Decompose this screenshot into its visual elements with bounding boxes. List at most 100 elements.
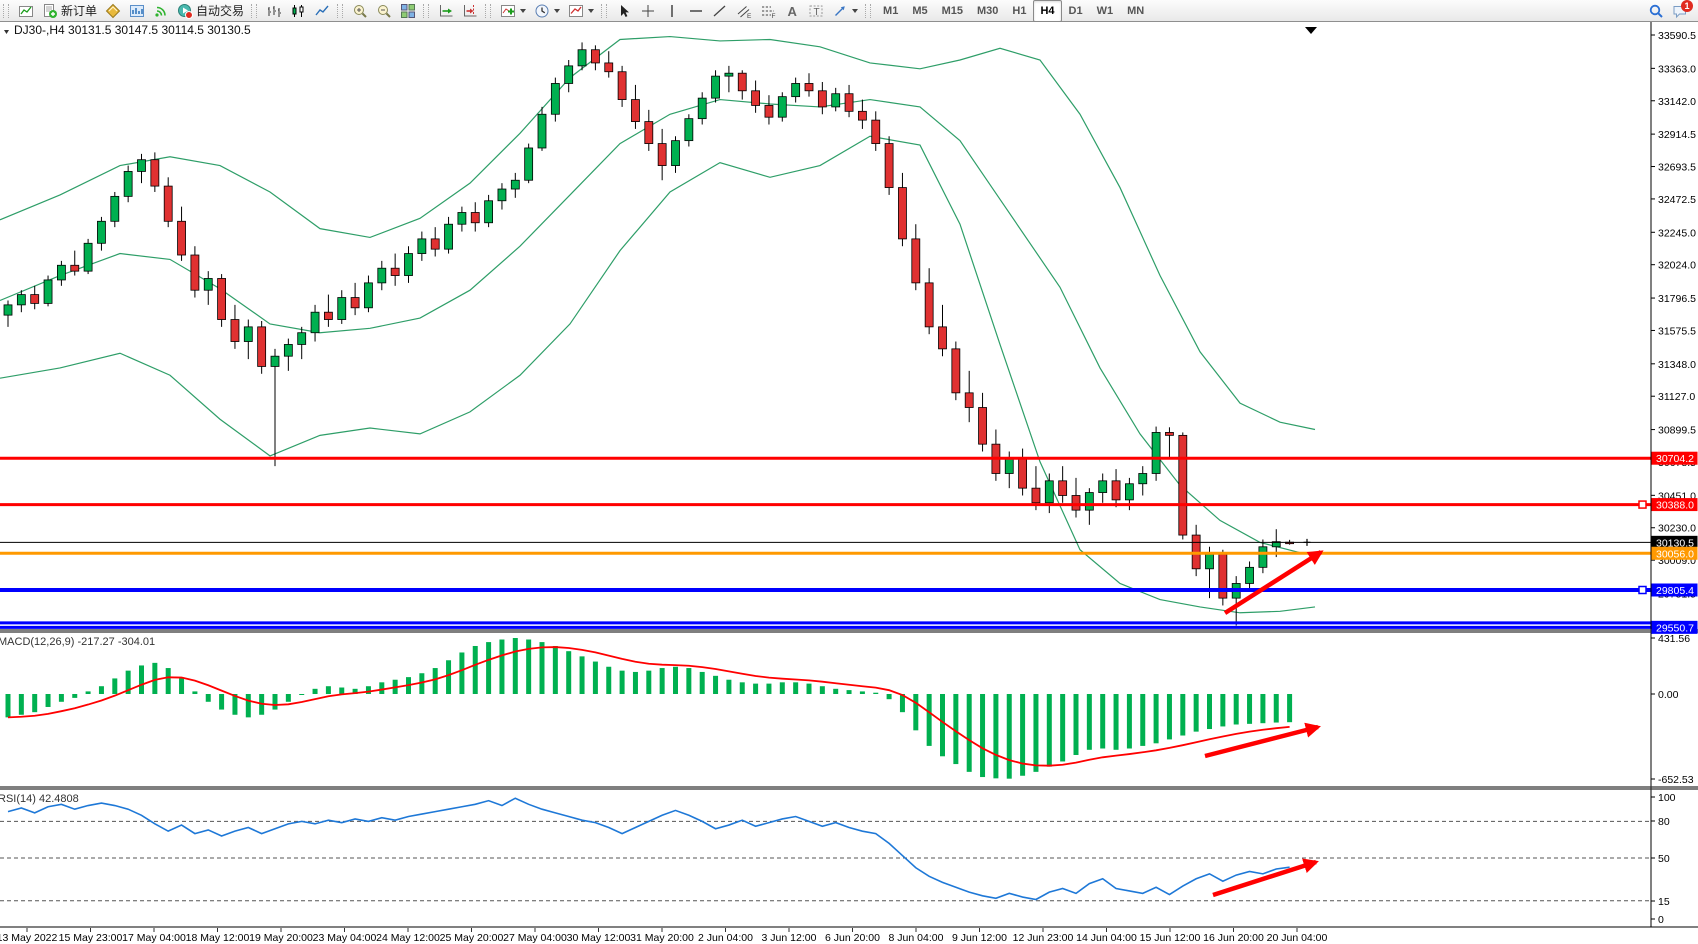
cursor-button[interactable] (612, 0, 636, 22)
timeframe-w1[interactable]: W1 (1090, 0, 1121, 22)
bear-candle (617, 71, 627, 100)
price-label-29805.4 (1651, 583, 1698, 597)
timeframe-m30[interactable]: M30 (970, 0, 1005, 22)
signals-button[interactable] (149, 0, 173, 22)
price-label-text: 30388.0 (1656, 500, 1694, 512)
toolbar-grip[interactable] (3, 3, 9, 18)
bear-candle (844, 93, 854, 112)
zoom-out-button[interactable] (372, 0, 396, 22)
bull-candle (777, 96, 787, 118)
chevron-down-icon[interactable] (588, 8, 595, 13)
macd-bar (419, 673, 425, 694)
line-chart-button[interactable] (310, 0, 334, 22)
bull-candle (110, 195, 120, 222)
timeframe-h1[interactable]: H1 (1005, 0, 1033, 22)
autotrading-button[interactable]: 自动交易 (173, 0, 248, 22)
bear-candle (751, 90, 760, 106)
rsi-pane[interactable] (0, 797, 1651, 902)
bull-candle (1098, 480, 1108, 493)
bear-candle (1165, 432, 1174, 436)
toolbar-grip[interactable] (601, 3, 608, 18)
macd-bar (112, 678, 118, 694)
fibonacci-button[interactable]: F (756, 0, 780, 22)
text-label-button[interactable]: T (804, 0, 828, 22)
time-tick-label: 2 Jun 04:00 (698, 932, 753, 944)
horizontal-line-objects[interactable] (0, 456, 1651, 629)
tile-windows-button[interactable] (396, 0, 420, 22)
templates-button[interactable] (564, 0, 598, 22)
chevron-down-icon[interactable] (852, 8, 859, 13)
timeframe-mn[interactable]: MN (1120, 0, 1151, 22)
new-order-button[interactable]: 新订单 (38, 0, 101, 22)
toolbar-grip[interactable] (485, 3, 492, 18)
price-label-text: 30056.0 (1656, 548, 1694, 560)
macd-bar (486, 642, 492, 694)
rsi-scale-label: 100 (1658, 792, 1676, 804)
arrows-button[interactable] (828, 0, 862, 22)
scroll-to-end-marker[interactable] (1305, 27, 1317, 34)
toolbar-grip[interactable] (865, 3, 872, 18)
chart-shift-button[interactable] (458, 0, 482, 22)
axis-strip[interactable] (1651, 22, 1698, 944)
bar-chart-button[interactable] (262, 0, 286, 22)
chart-window[interactable]: 33590.5 33363.0 33142.0 32914.5 32693.5 32472… (0, 22, 1698, 944)
line-handle[interactable] (1638, 500, 1647, 509)
macd-bar (152, 662, 158, 694)
price-axis[interactable]: 33590.5 33363.0 33142.0 32914.5 32693.5 32472… (0, 22, 1698, 944)
timeframe-m15[interactable]: M15 (935, 0, 970, 22)
rsi-line (7, 797, 1290, 901)
equidistant-channel-button[interactable]: E (732, 0, 756, 22)
trend-arrow-rsi[interactable] (1212, 858, 1319, 898)
toolbar-grip[interactable] (337, 3, 344, 18)
auto-scroll-button[interactable] (434, 0, 458, 22)
toolbar-grip[interactable] (423, 3, 430, 18)
time-axis[interactable]: 13 May 2022 15 May 23:00 17 May 04:00 18 Ma… (0, 928, 1328, 944)
timeframe-d1[interactable]: D1 (1062, 0, 1090, 22)
chevron-down-icon[interactable] (520, 8, 527, 13)
tile-windows-icon (401, 3, 416, 18)
bear-candle (470, 212, 480, 224)
text-button[interactable]: A (780, 0, 804, 22)
symbol-dropdown-icon[interactable] (4, 30, 9, 34)
chevron-down-icon[interactable] (554, 8, 561, 13)
toolbar-grip[interactable] (251, 3, 258, 18)
periods-button[interactable] (530, 0, 564, 22)
charts-menu-button[interactable] (14, 0, 38, 22)
price-tick-label: 32914.5 (1658, 129, 1696, 141)
notifications-button[interactable]: 1 (1668, 0, 1693, 22)
macd-bar (459, 652, 465, 694)
vertical-line-button[interactable] (660, 0, 684, 22)
line-handle[interactable] (1638, 585, 1647, 595)
metaeditor-button[interactable] (101, 0, 125, 22)
bull-candle (684, 118, 694, 142)
macd-bar (873, 692, 879, 694)
annotations[interactable] (1204, 27, 1324, 898)
macd-bar (1006, 694, 1012, 779)
trend-arrow-macd[interactable] (1204, 722, 1321, 759)
timeframe-h4[interactable]: H4 (1033, 0, 1062, 22)
timeframe-m1-label: M1 (883, 4, 899, 17)
trend-arrow-main[interactable] (1223, 550, 1324, 615)
toolbar-group-zoom (334, 0, 420, 22)
timeframe-m1[interactable]: M1 (876, 0, 905, 22)
macd-pane[interactable] (5, 638, 1293, 779)
macd-bar (125, 670, 131, 694)
zoom-in-button[interactable] (348, 0, 372, 22)
horizontal-line-button[interactable] (684, 0, 708, 22)
time-tick-label: 27 May 04:00 (503, 932, 567, 944)
search-button[interactable] (1644, 0, 1668, 22)
bull-candle (1138, 473, 1148, 485)
trendline-button[interactable] (708, 0, 732, 22)
timeframe-m5[interactable]: M5 (905, 0, 934, 22)
market-watch-button[interactable] (125, 0, 149, 22)
indicators-button[interactable] (496, 0, 530, 22)
macd-scale-label: 431.56 (1658, 633, 1690, 645)
time-tick-label: 15 Jun 12:00 (1140, 932, 1201, 944)
macd-label: MACD(12,26,9) -217.27 -304.01 (0, 636, 155, 648)
time-tick-label: 20 Jun 04:00 (1267, 932, 1328, 944)
bollinger-middle (0, 98, 1301, 554)
candlestick-chart-button[interactable] (286, 0, 310, 22)
crosshair-button[interactable] (636, 0, 660, 22)
macd-bar (1166, 694, 1172, 740)
